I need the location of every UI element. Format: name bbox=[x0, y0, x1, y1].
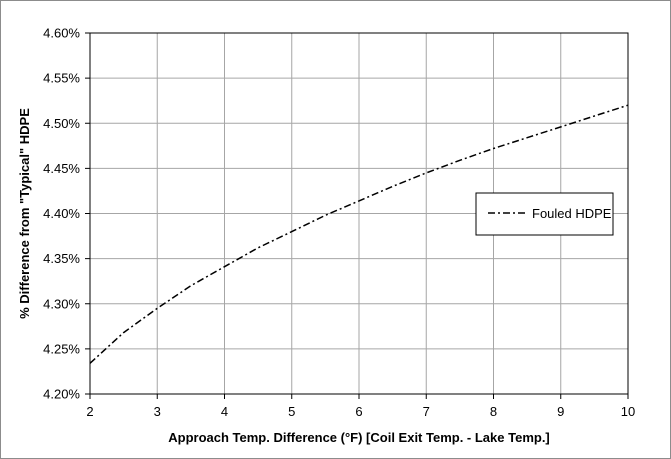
x-tick-label: 7 bbox=[423, 404, 430, 419]
x-tick-label: 2 bbox=[86, 404, 93, 419]
axis-ticks: 2 3 4 5 6 7 8 9 10 4.20% 4.25% 4.30% 4.35% 4.40% 4.45%… bbox=[43, 26, 635, 420]
legend-label-fouled-hdpe: Fouled HDPE bbox=[532, 206, 612, 221]
x-tick-label: 4 bbox=[221, 404, 228, 419]
y-tick-label: 4.50% bbox=[43, 116, 80, 131]
y-tick-label: 4.35% bbox=[43, 251, 80, 266]
x-tick-label: 9 bbox=[557, 404, 564, 419]
y-tick-label: 4.20% bbox=[43, 387, 80, 402]
x-tick-label: 8 bbox=[490, 404, 497, 419]
x-tick-label: 6 bbox=[355, 404, 362, 419]
legend-box bbox=[475, 192, 614, 236]
y-tick-label: 4.60% bbox=[43, 26, 80, 41]
y-tick-label: 4.25% bbox=[43, 341, 80, 356]
x-tick-label: 5 bbox=[288, 404, 295, 419]
series-layer bbox=[89, 104, 629, 364]
y-tick-label: 4.40% bbox=[43, 206, 80, 221]
y-tick-label: 4.55% bbox=[43, 71, 80, 86]
legend: Fouled HDPE bbox=[475, 192, 614, 236]
x-tick-label: 3 bbox=[154, 404, 161, 419]
y-axis-title: % Difference from "Typical" HDPE bbox=[17, 108, 32, 319]
x-tick-label: 10 bbox=[621, 404, 635, 419]
x-axis-title: Approach Temp. Difference (°F) [Coil Exi… bbox=[168, 430, 550, 445]
y-tick-label: 4.30% bbox=[43, 296, 80, 311]
y-tick-label: 4.45% bbox=[43, 161, 80, 176]
series-line-fouled-hdpe bbox=[89, 104, 629, 364]
